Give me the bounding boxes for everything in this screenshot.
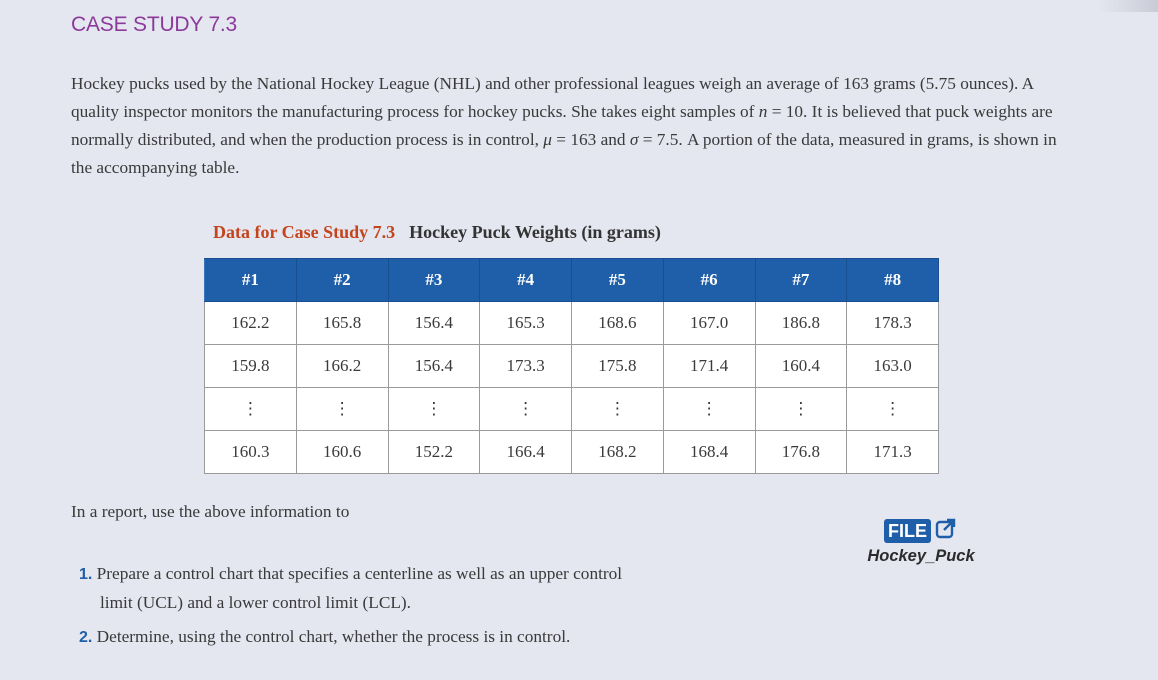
intro-text-1: Hockey pucks used by the National Hockey… [71, 74, 1034, 121]
table-cell: 167.0 [662, 301, 756, 345]
column-header: #4 [479, 258, 572, 302]
table-header-row: #1 #2 #3 #4 #5 #6 #7 #8 [204, 258, 939, 302]
file-badge: FILE [884, 518, 931, 543]
table-cell: 162.2 [204, 301, 297, 345]
column-header: #8 [846, 258, 939, 302]
file-badge-row: FILE [856, 516, 986, 545]
corner-shade [1098, 0, 1158, 12]
external-link-icon [934, 516, 958, 545]
table-cell: 165.8 [295, 301, 389, 345]
column-header: #7 [754, 258, 848, 302]
table-caption-title: Hockey Puck Weights (in grams) [409, 222, 661, 242]
intro-paragraph: Hockey pucks used by the National Hockey… [71, 70, 1081, 182]
task-number: 2. [79, 629, 93, 646]
intro-text-3: = 163 and [551, 130, 630, 149]
table-cell: 168.2 [571, 430, 664, 474]
table-cell: 160.3 [204, 430, 297, 474]
vertical-ellipsis: ⋮ [204, 387, 297, 431]
task-item: 2. Determine, using the control chart, w… [79, 623, 699, 652]
table-cell: 152.2 [387, 430, 481, 474]
vertical-ellipsis: ⋮ [662, 387, 756, 431]
task-text: Prepare a control chart that specifies a… [96, 564, 623, 583]
vertical-ellipsis: ⋮ [846, 387, 939, 431]
table-cell: 178.3 [846, 301, 939, 345]
table-row: 162.2 165.8 156.4 165.3 168.6 167.0 186.… [204, 301, 939, 345]
n-symbol: n [758, 102, 768, 121]
sigma-symbol: σ [629, 130, 639, 149]
vertical-ellipsis: ⋮ [295, 387, 389, 431]
column-header: #3 [387, 258, 481, 302]
column-header: #2 [295, 258, 389, 302]
table-cell: 171.4 [662, 344, 756, 388]
table-cell: 168.6 [571, 301, 664, 345]
task-item: 1. Prepare a control chart that specifie… [79, 560, 699, 617]
intro-text-2: = 10. It is believed that puck weights a… [71, 102, 1053, 149]
table-cell: 165.3 [479, 301, 572, 345]
table-cell: 163.0 [846, 344, 939, 388]
task-text-continued: limit (UCL) and a lower control limit (L… [100, 593, 411, 612]
mu-symbol: μ [543, 130, 552, 149]
table-cell: 175.8 [571, 344, 664, 388]
vertical-ellipsis: ⋮ [754, 387, 848, 431]
table-cell: 171.3 [846, 430, 939, 474]
hockey-puck-weights-table: #1 #2 #3 #4 #5 #6 #7 #8 162.2 165.8 156.… [204, 258, 939, 474]
table-row: 160.3 160.6 152.2 166.4 168.2 168.4 176.… [204, 430, 939, 474]
file-link[interactable]: FILE Hockey_Puck [856, 516, 986, 566]
table-cell: 160.6 [295, 430, 389, 474]
column-header: #6 [662, 258, 756, 302]
case-study-title: CASE STUDY 7.3 [71, 13, 238, 36]
table-row-ellipsis: ⋮ ⋮ ⋮ ⋮ ⋮ ⋮ ⋮ ⋮ [204, 387, 939, 431]
table-caption: Data for Case Study 7.3 Hockey Puck Weigh… [213, 222, 661, 243]
table-caption-label: Data for Case Study 7.3 [213, 222, 396, 242]
table-cell: 159.8 [204, 344, 297, 388]
vertical-ellipsis: ⋮ [387, 387, 481, 431]
task-list: 1. Prepare a control chart that specifie… [79, 560, 699, 658]
column-header: #1 [204, 258, 297, 302]
table-cell: 160.4 [754, 344, 848, 388]
report-instruction: In a report, use the above information t… [71, 502, 350, 521]
task-text: Determine, using the control chart, whet… [96, 627, 571, 646]
table-cell: 156.4 [387, 344, 481, 388]
file-name: Hockey_Puck [867, 547, 975, 565]
vertical-ellipsis: ⋮ [479, 387, 572, 431]
table-cell: 166.4 [479, 430, 572, 474]
table-cell: 186.8 [754, 301, 848, 345]
table-cell: 168.4 [662, 430, 756, 474]
task-number: 1. [79, 566, 93, 583]
table-cell: 176.8 [754, 430, 848, 474]
vertical-ellipsis: ⋮ [571, 387, 664, 431]
column-header: #5 [571, 258, 664, 302]
table-row: 159.8 166.2 156.4 173.3 175.8 171.4 160.… [204, 344, 939, 388]
table-cell: 173.3 [479, 344, 572, 388]
table-cell: 166.2 [295, 344, 389, 388]
table-cell: 156.4 [387, 301, 481, 345]
intro-text-4: = 7.5. A portion of the data, measured i… [71, 130, 1057, 177]
